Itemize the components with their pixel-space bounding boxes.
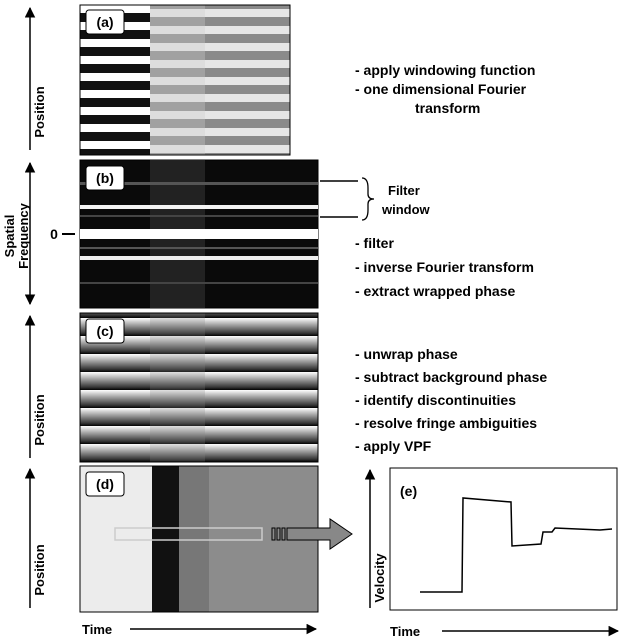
panel-c: (c) Position (24, 312, 319, 463)
step: - apply VPF (355, 438, 432, 454)
zero-label: 0 (50, 226, 58, 242)
panel-label: (b) (96, 170, 114, 186)
step: - inverse Fourier transform (355, 259, 534, 275)
panel-b: (b) 0 Spatial Frequency Filter window (2, 159, 431, 309)
axis-label: Frequency (16, 202, 31, 269)
step: - resolve fringe ambiguities (355, 415, 537, 431)
axis-label: Position (32, 86, 47, 137)
step: - identify discontinuities (355, 392, 516, 408)
axis-label: Time (82, 622, 112, 637)
panel-label: (e) (400, 483, 417, 499)
axis-label: Position (32, 394, 47, 445)
step: - subtract background phase (355, 369, 547, 385)
step: - unwrap phase (355, 346, 458, 362)
axis-label: Velocity (372, 553, 387, 603)
panel-a: (a) Position (24, 4, 291, 156)
step: - filter (355, 235, 394, 251)
step: - extract wrapped phase (355, 283, 515, 299)
panel-d: (d) Position Time (24, 465, 353, 637)
axis-label: Time (390, 624, 420, 639)
panel-label: (d) (96, 476, 114, 492)
step: - one dimensional Fourier (355, 81, 527, 97)
axis-label: Spatial (2, 215, 17, 258)
filter-label: window (381, 202, 431, 217)
step: transform (415, 100, 480, 116)
step: - apply windowing function (355, 62, 535, 78)
axis-label: Position (32, 544, 47, 595)
filter-label: Filter (388, 183, 420, 198)
panel-label: (c) (96, 323, 113, 339)
panel-e: (e) Velocity Time (364, 467, 620, 639)
panel-label: (a) (96, 14, 113, 30)
